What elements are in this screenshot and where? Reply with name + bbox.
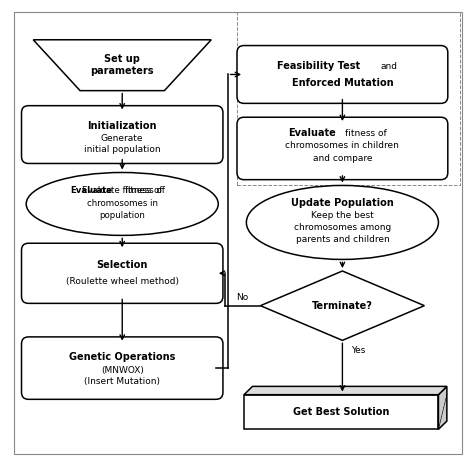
- Text: Keep the best: Keep the best: [311, 211, 374, 219]
- Text: Terminate?: Terminate?: [312, 300, 373, 311]
- Ellipse shape: [26, 173, 218, 235]
- Text: Get Best Solution: Get Best Solution: [293, 407, 390, 417]
- Text: population: population: [99, 212, 145, 220]
- FancyBboxPatch shape: [237, 117, 448, 180]
- Text: fitness of: fitness of: [345, 129, 387, 138]
- Bar: [244, 395, 438, 429]
- Text: Enforced Mutation: Enforced Mutation: [292, 78, 393, 88]
- FancyBboxPatch shape: [21, 106, 223, 163]
- Text: and: and: [381, 62, 398, 71]
- FancyBboxPatch shape: [21, 243, 223, 303]
- Text: chromosomes in: chromosomes in: [87, 198, 158, 207]
- FancyBboxPatch shape: [237, 45, 448, 103]
- Text: Set up
parameters: Set up parameters: [91, 54, 154, 76]
- Ellipse shape: [246, 185, 438, 259]
- Text: Feasibility Test: Feasibility Test: [277, 61, 361, 71]
- Text: No: No: [237, 293, 249, 302]
- Text: Evaluate: Evaluate: [71, 186, 113, 196]
- Polygon shape: [33, 40, 211, 91]
- Text: Selection: Selection: [97, 260, 148, 270]
- Polygon shape: [438, 387, 447, 429]
- Text: Yes: Yes: [351, 346, 365, 355]
- Text: (Insert Mutation): (Insert Mutation): [84, 378, 160, 387]
- Text: chromosomes in children: chromosomes in children: [285, 141, 399, 150]
- Polygon shape: [244, 387, 447, 395]
- Text: and compare: and compare: [313, 154, 372, 163]
- FancyBboxPatch shape: [15, 12, 462, 453]
- Text: (Roulette wheel method): (Roulette wheel method): [66, 277, 179, 286]
- Polygon shape: [260, 271, 424, 340]
- Text: fitness of: fitness of: [125, 186, 164, 196]
- FancyBboxPatch shape: [21, 337, 223, 399]
- Text: Evaluate: Evaluate: [288, 128, 336, 138]
- Text: chromosomes among: chromosomes among: [294, 223, 391, 232]
- Text: (MNWOX): (MNWOX): [101, 366, 144, 375]
- Text: Initialization: Initialization: [88, 121, 157, 131]
- Text: Genetic Operations: Genetic Operations: [69, 351, 175, 362]
- Text: Evaluate fitness of: Evaluate fitness of: [82, 186, 163, 196]
- Text: parents and children: parents and children: [295, 234, 389, 243]
- Text: Generate
initial population: Generate initial population: [84, 134, 161, 154]
- Text: Update Population: Update Population: [291, 198, 394, 208]
